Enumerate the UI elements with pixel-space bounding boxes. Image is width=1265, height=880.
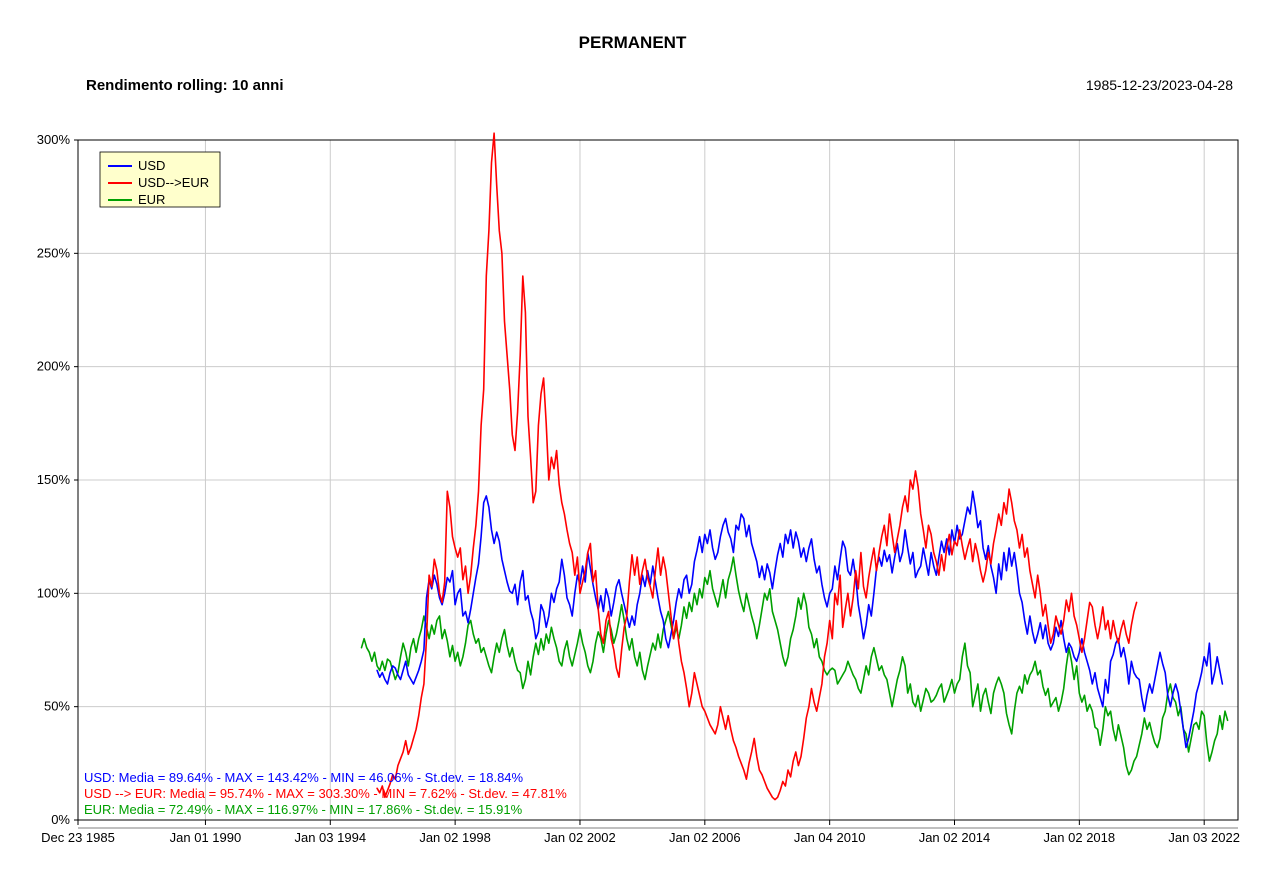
legend: USD USD-->EUR EUR	[100, 152, 220, 207]
subtitle-left: Rendimento rolling: 10 anni	[86, 77, 284, 94]
subtitle-right: 1985-12-23/2023-04-28	[1086, 77, 1233, 93]
legend-item: USD-->EUR	[138, 175, 209, 190]
y-tick-label: 150%	[37, 472, 71, 487]
stats-line: EUR: Media = 72.49% - MAX = 116.97% - MI…	[84, 802, 523, 817]
x-tick-label: Jan 04 2010	[794, 830, 866, 845]
x-tick-label: Jan 03 2022	[1168, 830, 1240, 845]
x-tick-label: Jan 02 1998	[419, 830, 491, 845]
stats-line: USD --> EUR: Media = 95.74% - MAX = 303.…	[84, 786, 567, 801]
y-tick-label: 50%	[44, 699, 70, 714]
y-tick-label: 250%	[37, 245, 71, 260]
x-tick-label: Jan 01 1990	[170, 830, 242, 845]
chart-title: PERMANENT	[579, 33, 687, 52]
legend-item: EUR	[138, 192, 165, 207]
y-tick-label: 200%	[37, 359, 71, 374]
x-tick-label: Jan 03 1994	[294, 830, 366, 845]
x-tick-label: Jan 02 2002	[544, 830, 616, 845]
y-tick-label: 100%	[37, 585, 71, 600]
legend-item: USD	[138, 158, 165, 173]
x-tick-label: Jan 02 2006	[669, 830, 741, 845]
chart-svg: PERMANENT Rendimento rolling: 10 anni 1985…	[0, 0, 1265, 880]
x-tick-label: Jan 02 2014	[919, 830, 991, 845]
chart-container: PERMANENT Rendimento rolling: 10 anni 1985…	[0, 0, 1265, 880]
x-tick-label: Jan 02 2018	[1044, 830, 1116, 845]
x-tick-label: Dec 23 1985	[41, 830, 115, 845]
stats-line: USD: Media = 89.64% - MAX = 143.42% - MI…	[84, 770, 524, 785]
y-tick-label: 0%	[51, 812, 70, 827]
y-tick-label: 300%	[37, 132, 71, 147]
